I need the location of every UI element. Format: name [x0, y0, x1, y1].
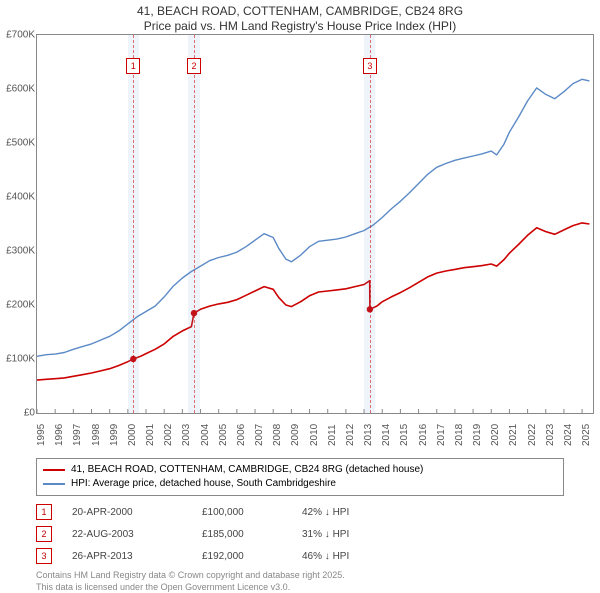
sale-row-date: 22-AUG-2003 [72, 529, 182, 540]
sale-row-price: £185,000 [202, 529, 282, 540]
legend-row: 41, BEACH ROAD, COTTENHAM, CAMBRIDGE, CB… [43, 463, 557, 477]
x-tick-label: 1996 [54, 424, 65, 446]
legend-row: HPI: Average price, detached house, Sout… [43, 477, 557, 491]
x-tick-label: 2025 [581, 424, 592, 446]
sale-row: 2 22-AUG-2003 £185,000 31% ↓ HPI [36, 526, 564, 542]
x-tick-label: 2018 [454, 424, 465, 446]
x-tick-label: 2022 [527, 424, 538, 446]
chart-container: 41, BEACH ROAD, COTTENHAM, CAMBRIDGE, CB… [0, 0, 600, 593]
footer-line-1: Contains HM Land Registry data © Crown c… [36, 570, 564, 582]
x-tick-label: 2000 [127, 424, 138, 446]
x-tick-label: 2020 [490, 424, 501, 446]
legend-label: HPI: Average price, detached house, Sout… [71, 477, 336, 491]
y-tick-label: £600K [1, 84, 35, 95]
sale-row-date: 20-APR-2000 [72, 507, 182, 518]
x-tick-label: 2012 [345, 424, 356, 446]
x-tick-label: 2015 [399, 424, 410, 446]
x-tick-label: 2019 [472, 424, 483, 446]
x-tick-label: 2011 [327, 424, 338, 446]
sale-row-delta: 42% ↓ HPI [302, 507, 402, 518]
footer-line-2: This data is licensed under the Open Gov… [36, 582, 564, 593]
y-tick-label: £100K [1, 354, 35, 365]
sales-list: 1 20-APR-2000 £100,000 42% ↓ HPI 2 22-AUG-200… [36, 504, 564, 564]
series-property [37, 223, 589, 380]
sale-row-delta: 31% ↓ HPI [302, 529, 402, 540]
y-tick-label: £400K [1, 192, 35, 203]
sale-vline [133, 35, 134, 413]
x-tick-label: 2017 [436, 424, 447, 446]
sale-row-marker: 2 [36, 526, 52, 542]
x-tick-label: 2001 [145, 424, 156, 446]
legend-swatch [43, 483, 65, 485]
series-hpi [37, 79, 589, 356]
y-tick-label: £200K [1, 300, 35, 311]
x-tick-label: 2016 [418, 424, 429, 446]
x-tick-label: 2024 [563, 424, 574, 446]
x-axis: 1995 1996 1997 1998 1999 2000 2001 2002 2003 2004… [36, 414, 594, 454]
x-tick-label: 2007 [254, 424, 265, 446]
x-tick-label: 2013 [363, 424, 374, 446]
x-tick-label: 2010 [309, 424, 320, 446]
plot-area: £0£100K£200K£300K£400K£500K£600K£700K 12… [36, 34, 594, 414]
legend-box: 41, BEACH ROAD, COTTENHAM, CAMBRIDGE, CB… [36, 458, 564, 496]
sale-row-marker: 1 [36, 504, 52, 520]
sale-row-price: £100,000 [202, 507, 282, 518]
sale-row-delta: 46% ↓ HPI [302, 551, 402, 562]
chart-titles: 41, BEACH ROAD, COTTENHAM, CAMBRIDGE, CB… [0, 0, 600, 34]
x-tick-label: 2009 [290, 424, 301, 446]
legend-swatch [43, 469, 65, 471]
x-tick-label: 2003 [181, 424, 192, 446]
x-tick-label: 2023 [545, 424, 556, 446]
y-tick-label: £700K [1, 30, 35, 41]
title-line-2: Price paid vs. HM Land Registry's House … [0, 19, 600, 34]
sale-row-price: £192,000 [202, 551, 282, 562]
x-tick-label: 2006 [236, 424, 247, 446]
x-tick-label: 2008 [272, 424, 283, 446]
x-tick-label: 2004 [200, 424, 211, 446]
plot-svg [37, 35, 593, 413]
sale-vline [194, 35, 195, 413]
x-tick-label: 2014 [381, 424, 392, 446]
x-tick-label: 2002 [163, 424, 174, 446]
sale-vline [370, 35, 371, 413]
x-tick-label: 1999 [109, 424, 120, 446]
x-tick-label: 2021 [508, 424, 519, 446]
y-tick-label: £300K [1, 246, 35, 257]
x-tick-label: 1997 [72, 424, 83, 446]
title-line-1: 41, BEACH ROAD, COTTENHAM, CAMBRIDGE, CB… [0, 4, 600, 19]
x-tick-label: 2005 [218, 424, 229, 446]
sale-row-marker: 3 [36, 548, 52, 564]
x-tick-label: 1998 [91, 424, 102, 446]
y-tick-label: £500K [1, 138, 35, 149]
y-tick-label: £0 [1, 408, 35, 419]
x-tick-label: 1995 [36, 424, 47, 446]
y-axis: £0£100K£200K£300K£400K£500K£600K£700K [1, 35, 35, 413]
sale-row-date: 26-APR-2013 [72, 551, 182, 562]
legend-label: 41, BEACH ROAD, COTTENHAM, CAMBRIDGE, CB… [71, 463, 423, 477]
sale-row: 3 26-APR-2013 £192,000 46% ↓ HPI [36, 548, 564, 564]
sale-row: 1 20-APR-2000 £100,000 42% ↓ HPI [36, 504, 564, 520]
